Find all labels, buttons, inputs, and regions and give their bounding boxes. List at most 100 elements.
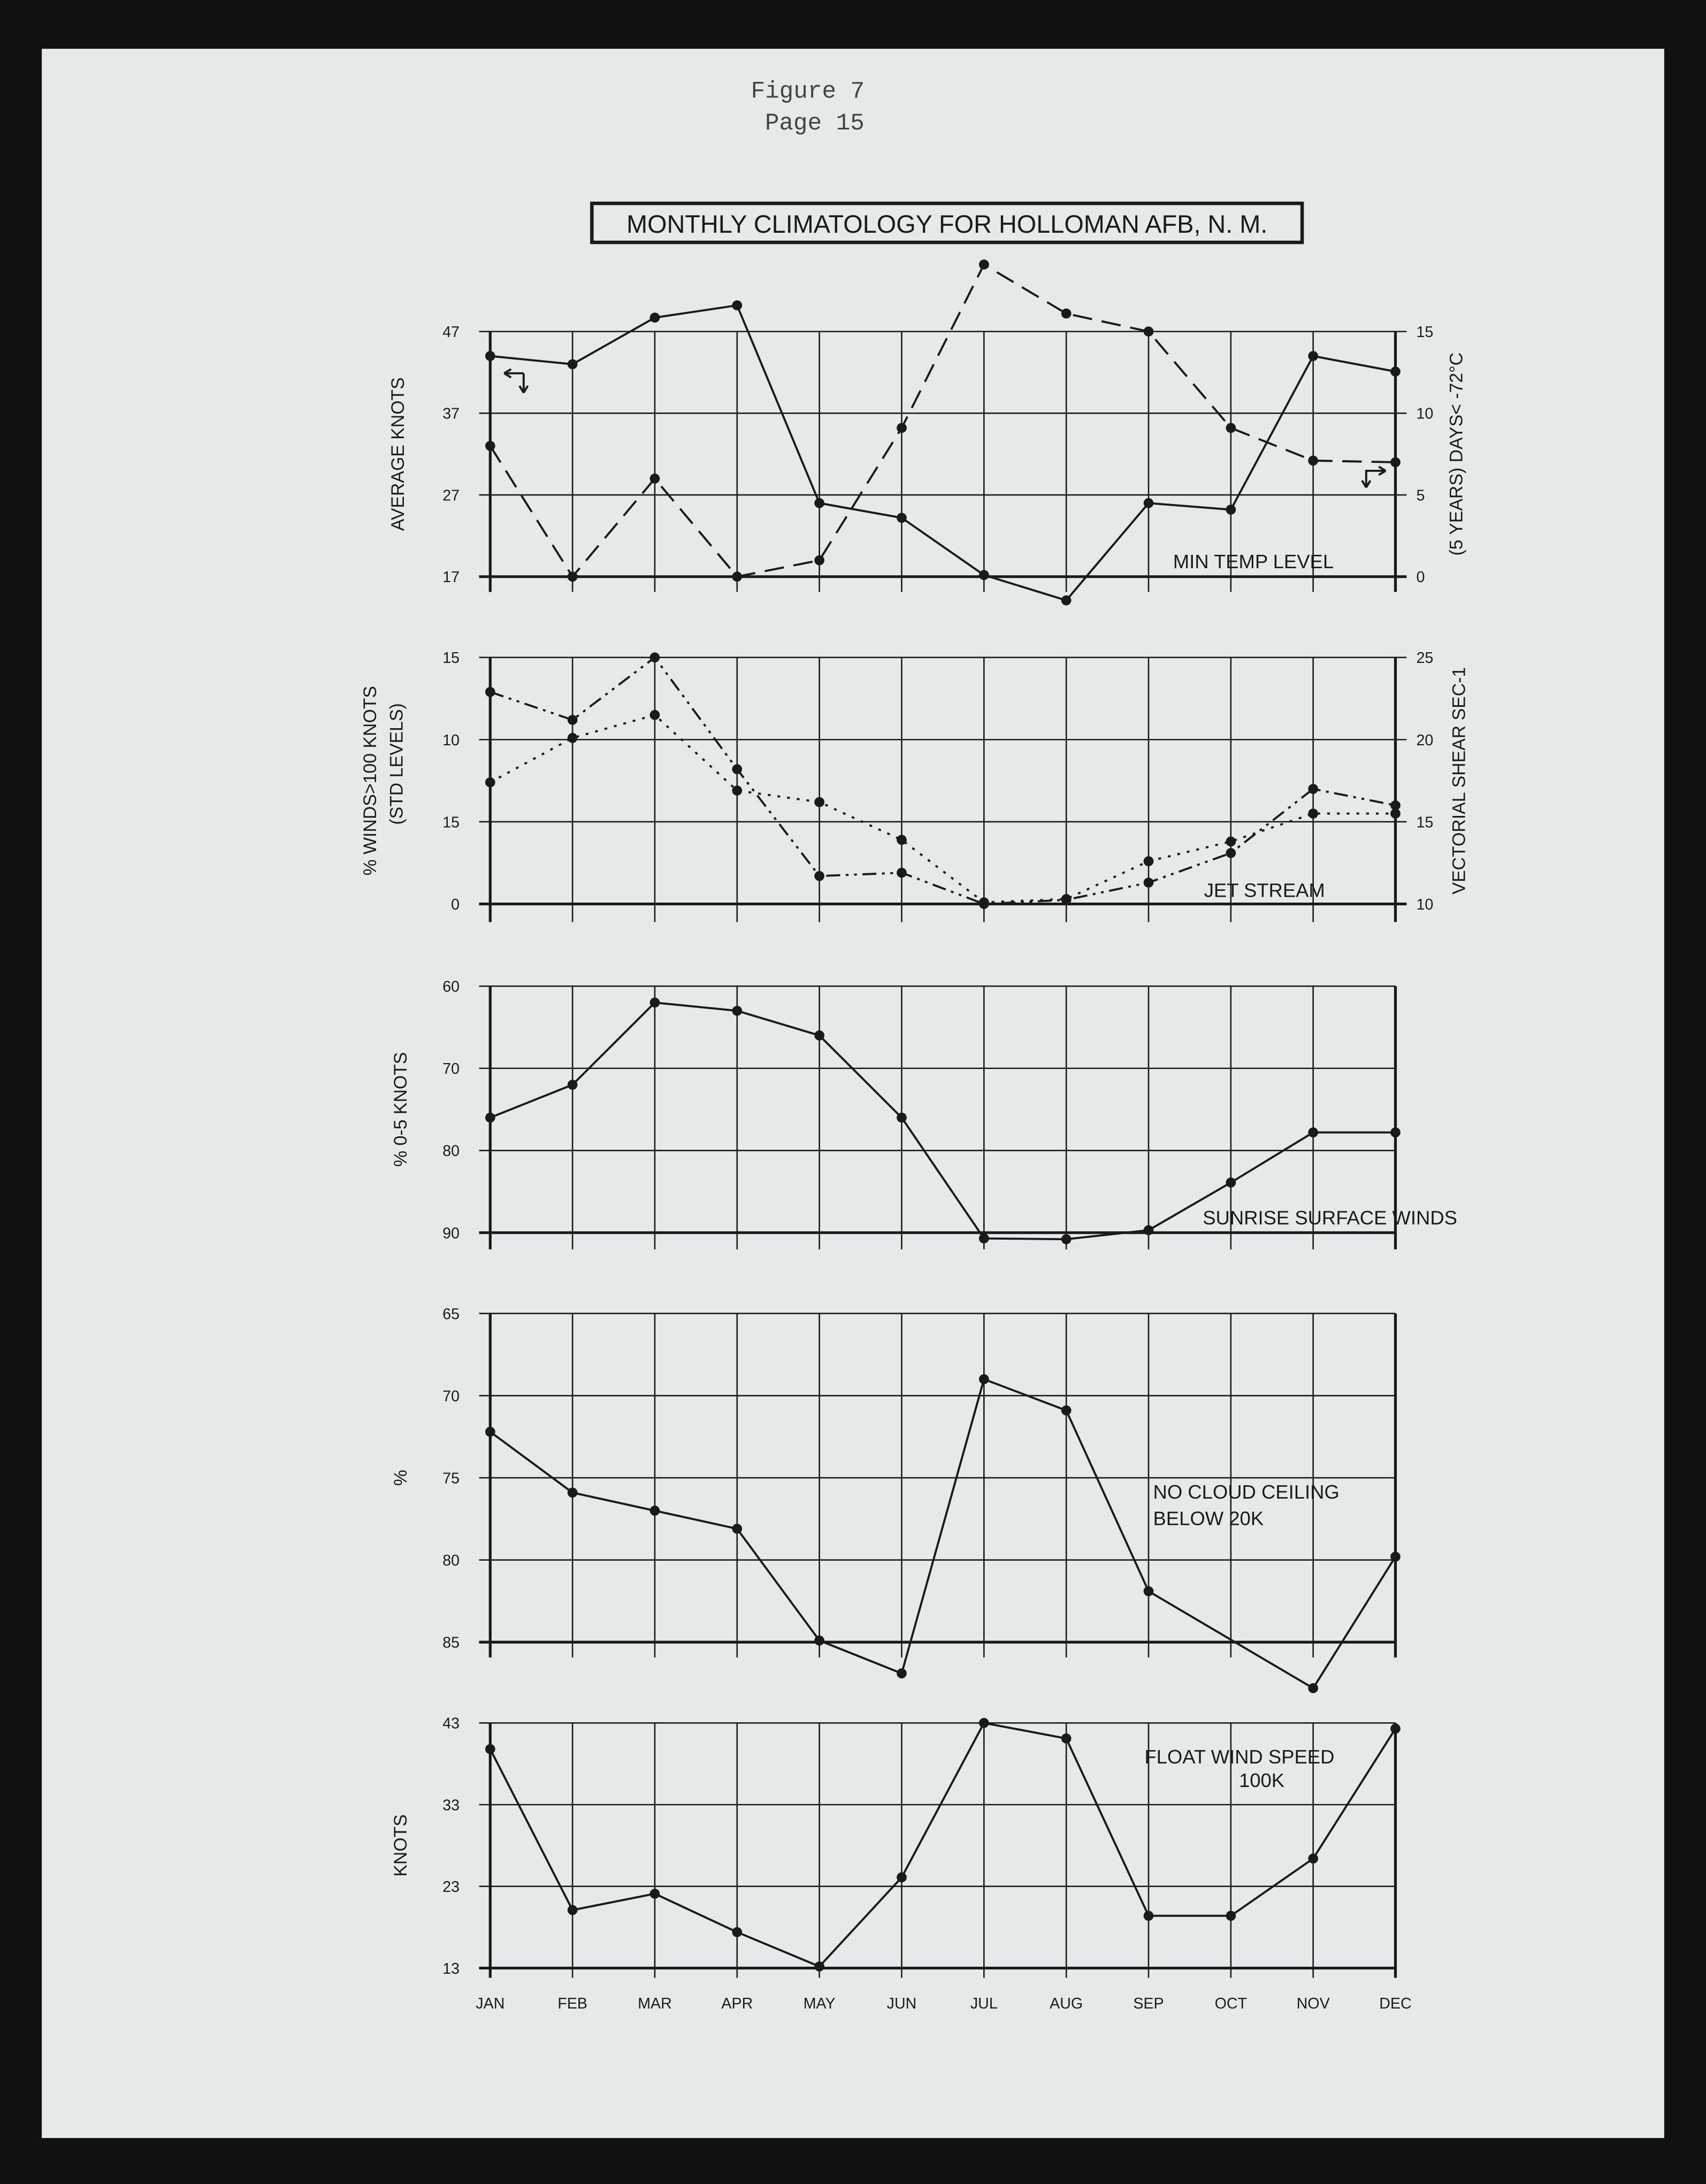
- x-tick-label: APR: [721, 1995, 753, 2012]
- data-point: [1143, 1225, 1154, 1235]
- data-point: [897, 835, 907, 845]
- data-point: [1143, 1586, 1154, 1597]
- right-axis-arrow-icon: [1361, 465, 1387, 488]
- data-point: [814, 870, 825, 881]
- data-point: [567, 715, 578, 725]
- data-point: [1061, 308, 1072, 319]
- series-line-1: [489, 656, 1396, 905]
- data-point: [814, 797, 825, 807]
- panel-4: 65 70 75 80 85% NO CLOUD CEILING BELOW 20K: [391, 1305, 1401, 1693]
- data-point: [1143, 498, 1154, 508]
- data-point: [1061, 1405, 1072, 1416]
- data-point: [814, 1961, 825, 1972]
- data-point: [1390, 800, 1401, 811]
- data-point: [649, 709, 660, 720]
- series-line-1: [489, 1722, 1397, 1968]
- y-tick-label: 60: [442, 979, 460, 996]
- data-point: [485, 686, 495, 697]
- y-right-axis-label: (5 YEARS) DAYS< -72°C: [1446, 353, 1466, 556]
- data-point: [978, 259, 989, 270]
- data-point: [1226, 1177, 1236, 1188]
- data-point: [1390, 808, 1401, 819]
- data-point: [1390, 1127, 1401, 1137]
- data-point: [1061, 1234, 1072, 1244]
- data-point: [485, 351, 495, 361]
- data-point: [732, 1005, 743, 1016]
- data-point: [649, 474, 660, 484]
- data-point: [732, 1523, 743, 1534]
- y-tick-label: 23: [442, 1878, 460, 1896]
- data-point: [567, 732, 578, 743]
- y-tick-label: 47: [442, 324, 460, 341]
- x-tick-label: MAR: [638, 1995, 672, 2012]
- y-tick-label: 80: [442, 1143, 460, 1160]
- data-point: [1143, 877, 1154, 888]
- data-point: [1308, 455, 1319, 466]
- data-point: [649, 652, 660, 663]
- y-tick-label: 33: [442, 1797, 460, 1814]
- data-point: [732, 571, 743, 582]
- figure-number: Figure 7: [751, 78, 865, 105]
- data-point: [485, 1744, 495, 1754]
- x-tick-label: DEC: [1379, 1995, 1411, 2012]
- y-axis-label: % WINDS>100 KNOTS: [360, 686, 380, 875]
- data-point: [897, 513, 907, 523]
- data-point: [567, 359, 578, 370]
- y-tick-label: 0: [451, 896, 460, 913]
- y-tick-label: 70: [442, 1388, 460, 1405]
- panel-label-2: BELOW 20K: [1153, 1508, 1264, 1530]
- y-tick-label: 37: [442, 406, 460, 423]
- data-point: [897, 1668, 907, 1679]
- y-axis-label-2: (STD LEVELS): [386, 703, 407, 824]
- y-tick-label: 17: [442, 569, 460, 586]
- data-point: [1308, 808, 1319, 819]
- data-point: [732, 1927, 743, 1937]
- series-line-2: [489, 714, 1396, 904]
- data-point: [485, 1426, 495, 1437]
- data-point: [978, 570, 989, 581]
- data-point: [1390, 1552, 1401, 1562]
- data-point: [567, 1487, 578, 1498]
- data-point: [897, 423, 907, 433]
- data-point: [1226, 505, 1236, 515]
- y-tick-label: 85: [442, 1635, 460, 1652]
- data-point: [1390, 1723, 1401, 1734]
- data-point: [1226, 1911, 1236, 1921]
- panel-label: NO CLOUD CEILING: [1153, 1481, 1340, 1503]
- data-point: [567, 1080, 578, 1090]
- y-tick-label: 80: [442, 1552, 460, 1569]
- data-point: [649, 997, 660, 1008]
- panel-3: 60 70 80 90 % 0-5 KNOTS SUNRISE SURFACE WINDS: [391, 979, 1457, 1250]
- y-tick-label: 90: [442, 1225, 460, 1242]
- data-point: [1226, 847, 1236, 858]
- y-right-tick-label: 0: [1417, 569, 1425, 586]
- y-tick-label: 13: [442, 1960, 460, 1977]
- data-point: [1390, 366, 1401, 377]
- data-point: [978, 1233, 989, 1244]
- y-right-tick-label: 15: [1417, 324, 1434, 341]
- panel-label: JET STREAM: [1204, 880, 1325, 902]
- x-tick-label: FEB: [557, 1995, 587, 2012]
- y-right-axis-label: VECTORIAL SHEAR SEC-1: [1449, 667, 1470, 895]
- data-point: [485, 1112, 495, 1123]
- y-tick-label: 65: [442, 1305, 460, 1323]
- panel-label: FLOAT WIND SPEED: [1144, 1746, 1334, 1768]
- data-point: [649, 312, 660, 323]
- data-point: [1308, 351, 1319, 361]
- y-right-tick-label: 10: [1417, 406, 1434, 423]
- page-number: Page 15: [765, 110, 865, 137]
- data-point: [485, 441, 495, 451]
- data-point: [1390, 457, 1401, 468]
- data-point: [814, 1030, 825, 1041]
- data-point: [978, 1374, 989, 1385]
- data-point: [732, 300, 743, 311]
- data-point: [1226, 836, 1236, 847]
- x-tick-label: JUN: [887, 1995, 917, 2012]
- data-point: [1308, 1127, 1319, 1137]
- data-point: [814, 498, 825, 508]
- chart-title: MONTHLY CLIMATOLOGY FOR HOLLOMAN AFB, N.…: [626, 210, 1267, 238]
- y-tick-label: 27: [442, 487, 460, 504]
- y-axis-label: AVERAGE KNOTS: [388, 377, 408, 531]
